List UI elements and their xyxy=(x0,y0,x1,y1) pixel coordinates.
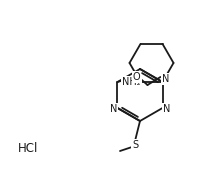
Text: NH₂: NH₂ xyxy=(122,77,141,87)
Text: N: N xyxy=(162,74,169,84)
Text: O: O xyxy=(133,72,140,82)
Text: N: N xyxy=(163,104,170,114)
Text: S: S xyxy=(132,140,138,150)
Text: HCl: HCl xyxy=(18,141,38,154)
Text: N: N xyxy=(110,104,117,114)
